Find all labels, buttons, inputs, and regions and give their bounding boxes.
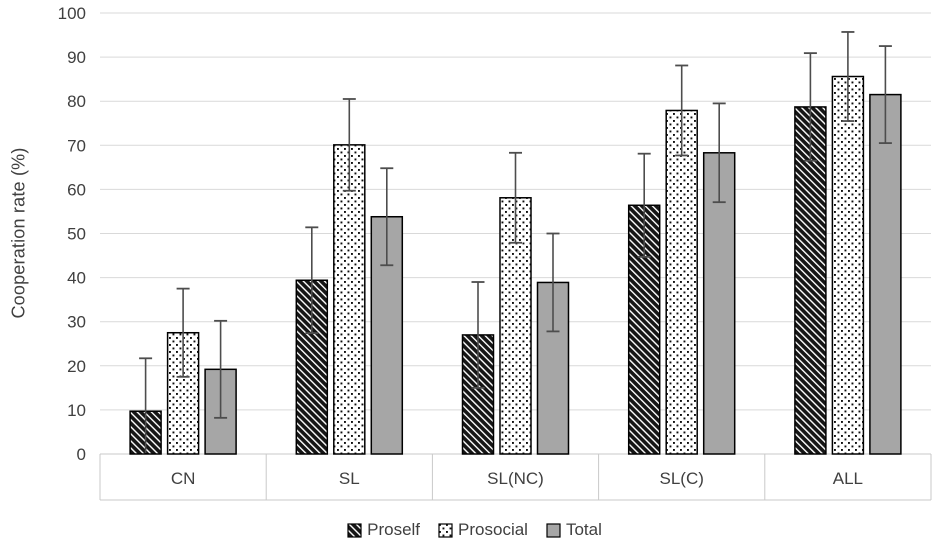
y-axis-tick-label: 30 — [67, 313, 86, 332]
legend-item-proself: Proself — [347, 520, 420, 540]
bar-prosocial-sl-c — [665, 109, 698, 455]
error-bar-proself-all — [803, 52, 817, 162]
x-axis-category-label: SL(NC) — [487, 469, 544, 488]
legend-item-prosocial: Prosocial — [438, 520, 528, 540]
y-axis-tick-label: 10 — [67, 401, 86, 420]
x-axis-category-label: SL — [339, 469, 360, 488]
error-bar-proself-sl — [305, 226, 319, 335]
y-axis-tick-label: 80 — [67, 92, 86, 111]
error-bar-proself-sl-c — [637, 152, 651, 258]
y-axis-tick-label: 50 — [67, 225, 86, 244]
legend-swatch-prosocial-icon — [438, 522, 453, 538]
error-bar-prosocial-cn — [176, 287, 190, 378]
error-bar-prosocial-sl — [342, 98, 356, 192]
error-bar-total-sl-nc — [546, 232, 560, 333]
y-axis-tick-label: 0 — [77, 445, 86, 464]
error-bar-total-sl — [380, 167, 394, 267]
y-axis-tick-label: 90 — [67, 48, 86, 67]
error-bar-total-cn — [214, 319, 228, 419]
bar-prosocial-all — [831, 75, 865, 455]
y-axis-tick-label: 70 — [67, 136, 86, 155]
legend-swatch-total-icon — [546, 522, 561, 538]
y-axis-title: Cooperation rate (%) — [8, 147, 29, 319]
x-axis-category-label: SL(C) — [659, 469, 703, 488]
x-axis-category-label: CN — [171, 469, 196, 488]
x-axis-category-label: ALL — [833, 469, 863, 488]
bar-total-all — [869, 93, 902, 455]
error-bar-proself-cn — [139, 357, 153, 453]
error-bar-prosocial-sl-c — [675, 64, 689, 157]
legend-label-total: Total — [565, 520, 602, 539]
bar-prosocial-sl — [333, 144, 366, 455]
error-bar-proself-sl-nc — [471, 281, 485, 389]
chart-legend: Proself Prosocial Total — [0, 520, 935, 540]
error-bar-prosocial-sl-nc — [509, 151, 522, 244]
error-bar-prosocial-all — [841, 31, 855, 122]
y-axis-tick-label: 60 — [67, 180, 86, 199]
legend-label-prosocial: Prosocial — [458, 520, 528, 539]
error-bar-total-sl-c — [712, 102, 726, 204]
y-axis-tick-label: 100 — [58, 4, 86, 23]
legend-swatch-proself-icon — [347, 522, 362, 538]
y-axis-tick-label: 20 — [67, 357, 86, 376]
legend-item-total: Total — [546, 520, 602, 540]
legend-label-proself: Proself — [367, 520, 421, 539]
y-axis-tick-label: 40 — [67, 269, 86, 288]
error-bar-total-all — [878, 45, 892, 144]
bar-proself-all — [794, 106, 827, 455]
